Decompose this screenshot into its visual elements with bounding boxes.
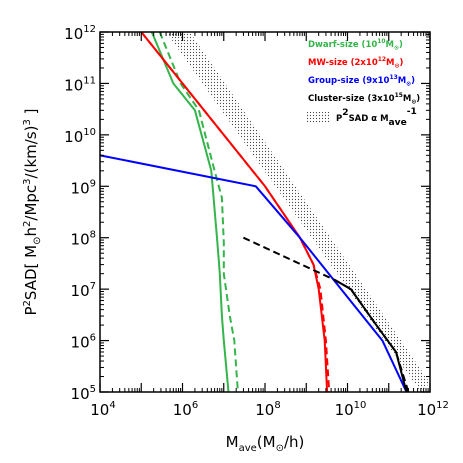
legend-entry: P2SAD α Mave-1 — [336, 107, 417, 128]
y-tick-label: 1010 — [64, 127, 96, 146]
y-axis-label: P2SAD[ M⊙h2/Mpc3/(km/s)3 ] — [22, 109, 43, 316]
y-tick-label: 105 — [71, 384, 96, 403]
legend-entry: MW-size (2x1012M⊙) — [308, 56, 403, 69]
legend: Dwarf-size (1010M⊙) MW-size (2x1012M⊙) Gro… — [306, 38, 420, 128]
y-tick-label: 107 — [71, 281, 96, 300]
legend-hatch-swatch — [306, 112, 330, 123]
y-tick-label: 108 — [71, 230, 96, 249]
series-line-0 — [150, 32, 230, 392]
series-line-1 — [158, 32, 239, 392]
legend-entry: Dwarf-size (1010M⊙) — [308, 38, 403, 51]
power-law-band-area — [166, 32, 430, 392]
x-tick-label: 1010 — [335, 400, 367, 419]
y-tick-label: 1012 — [64, 24, 96, 43]
y-tick-label: 109 — [71, 178, 96, 197]
x-axis-label: Mave(M⊙/h) — [226, 433, 305, 454]
series-group — [100, 32, 410, 392]
axis-tick-labels: 104 106 108 1010 1012 105 106 107 108 109 1010 1011… — [64, 24, 449, 419]
y-tick-label: 1011 — [64, 75, 96, 94]
legend-entry: Cluster-size (3x1015M⊙) — [308, 92, 420, 105]
x-tick-label: 1012 — [417, 400, 449, 419]
x-tick-label: 104 — [90, 400, 115, 419]
x-tick-label: 106 — [173, 400, 198, 419]
x-tick-label: 108 — [255, 400, 280, 419]
power-law-band — [166, 32, 430, 392]
series-line-4 — [100, 154, 408, 392]
series-line-6 — [334, 279, 408, 392]
legend-entry: Group-size (9x1013M⊙) — [308, 74, 415, 87]
y-tick-label: 106 — [71, 333, 96, 352]
axis-ticks — [99, 31, 431, 393]
